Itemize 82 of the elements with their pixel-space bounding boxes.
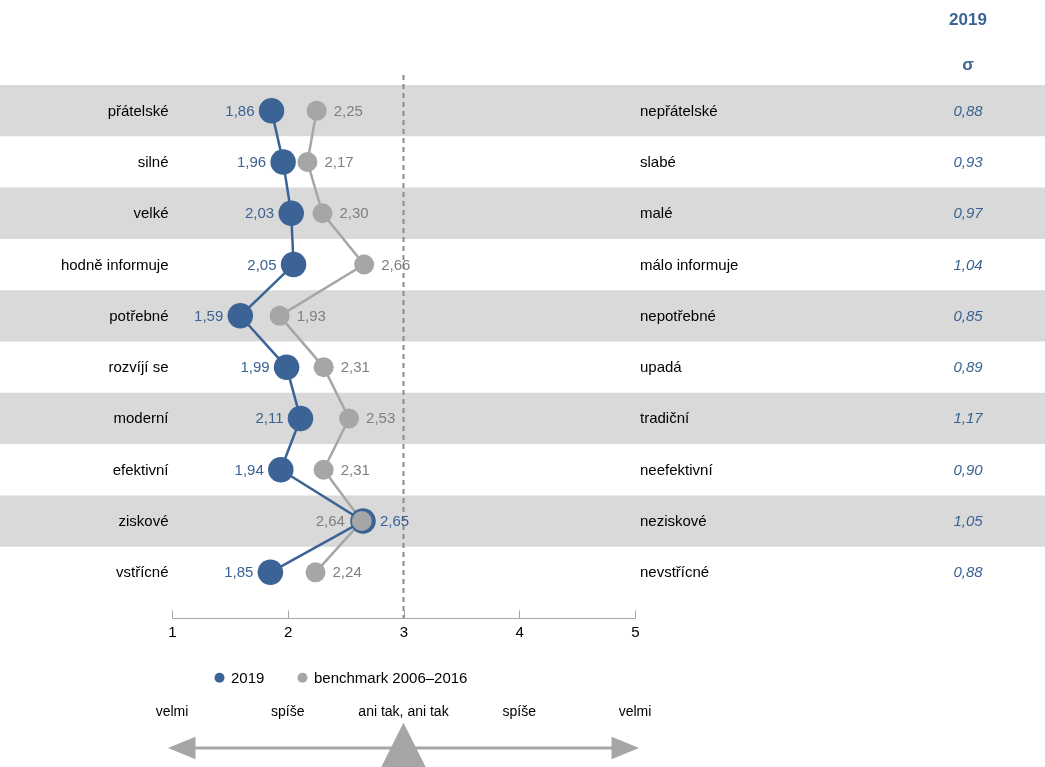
data-label: 1,93 [296,306,326,324]
text: 1,17 [953,409,984,427]
data-label: 1,96 [236,152,267,170]
data-label: 2,66 [381,255,411,273]
point [269,305,290,326]
text: 0,89 [953,358,984,376]
x-tick-label: 5 [631,622,640,640]
legend-label: benchmark 2006–2016 [314,668,468,686]
text: 1,04 [953,255,983,273]
y-tick-label: hodně informuje [60,255,169,273]
y2-tick-label: neefektivní [640,460,714,478]
point [280,251,307,278]
y2-tick-label: málo informuje [640,255,739,273]
y2-tick-label: neziskové [640,512,707,530]
text: ani tak, ani tak [358,703,450,719]
y-tick-label: přátelské [107,101,169,119]
point [312,203,333,224]
data-label: 2,31 [340,460,370,478]
text: spíše [502,703,537,719]
data-label: 2,17 [324,152,354,170]
data-label: 2,05 [247,255,277,273]
point [287,405,314,432]
text: 1,05 [953,512,984,530]
y-tick-label: silné [137,152,169,170]
data-label: 2,30 [339,204,369,222]
point [268,457,294,483]
text: 0,90 [953,460,984,478]
data-label: 2,31 [340,358,370,376]
point [306,100,327,121]
text: σ [962,55,975,74]
text: 0,93 [953,152,984,170]
point [297,151,318,172]
y-tick-label: potřebné [109,306,169,324]
y-tick-label: velké [133,204,169,222]
data-label: 2,53 [366,409,396,427]
y-tick-label: vstřícné [115,563,169,581]
point [257,559,284,586]
y2-tick-label: tradiční [640,409,691,427]
point [270,149,296,175]
text: spíše [271,703,305,719]
point [258,97,285,124]
point [339,408,360,429]
point [313,459,334,480]
y2-tick-label: nevstřícné [640,563,710,581]
text: 0,85 [953,306,984,324]
y-tick-label: ziskové [118,512,169,530]
point [273,354,300,380]
data-label: 1,85 [224,563,254,581]
text: velmi [155,703,189,719]
x-tick-label: 2 [284,622,293,640]
data-label: 1,94 [234,460,264,478]
data-label: 1,59 [194,306,224,324]
text: 0,97 [953,204,984,222]
point [305,562,326,583]
x-tick-label: 1 [168,622,177,640]
point [313,357,334,378]
y2-tick-label: malé [640,204,673,222]
text: 0,88 [953,101,984,119]
data-label: 2,65 [379,512,410,530]
data-label: 1,86 [225,101,255,119]
y2-tick-label: nepotřebné [640,306,716,324]
point [227,303,254,329]
data-label: 1,99 [240,358,270,376]
text: velmi [618,703,652,719]
data-label: 2,64 [315,512,345,530]
y2-tick-label: nepřátelské [640,101,718,119]
text: 0,88 [953,563,984,581]
data-label: 2,25 [333,101,363,119]
y-tick-label: rozvíjí se [108,358,169,376]
point [354,254,375,275]
text: 2019 [949,10,987,29]
y2-tick-label: slabé [640,152,676,170]
x-tick-label: 4 [515,622,524,640]
data-label: 2,03 [245,204,275,222]
data-label: 2,11 [255,409,284,427]
y-tick-label: efektivní [112,460,170,478]
y-tick-label: moderní [113,409,170,427]
legend-label: 2019 [231,668,265,686]
y2-tick-label: upadá [640,358,683,376]
data-label: 2,24 [332,563,362,581]
x-tick-label: 3 [399,622,409,640]
point [278,200,304,226]
